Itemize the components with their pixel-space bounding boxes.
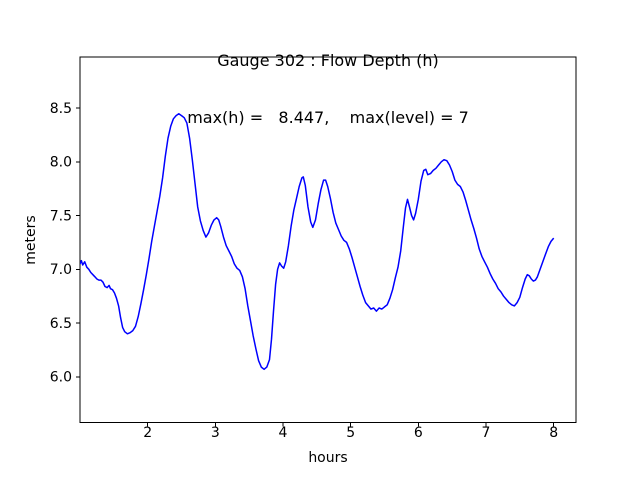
x-tick-label: 6 (414, 425, 423, 441)
x-tick-label: 7 (482, 425, 491, 441)
y-tick-label: 6.0 (50, 370, 72, 386)
x-tick-label: 4 (279, 425, 288, 441)
axes-frame (79, 56, 577, 423)
y-tick-label: 6.5 (50, 316, 72, 332)
x-tick-label: 5 (346, 425, 355, 441)
chart-title-line1: Gauge 302 : Flow Depth (h) (217, 51, 439, 70)
x-axis-label: hours (308, 450, 348, 466)
y-tick-label: 8.5 (50, 101, 72, 117)
chart-title-line2: max(h) = 8.447, max(level) = 7 (187, 108, 469, 127)
x-tick-label: 8 (549, 425, 558, 441)
x-tick-label: 2 (143, 425, 152, 441)
x-tick-label: 3 (211, 425, 220, 441)
y-tick-label: 7.5 (50, 208, 72, 224)
y-tick-label: 8.0 (50, 155, 72, 171)
y-axis-label: meters (23, 215, 39, 265)
flow-depth-line (80, 113, 555, 371)
chart-title: Gauge 302 : Flow Depth (h) max(h) = 8.44… (187, 13, 469, 165)
y-tick-label: 7.0 (50, 262, 72, 278)
